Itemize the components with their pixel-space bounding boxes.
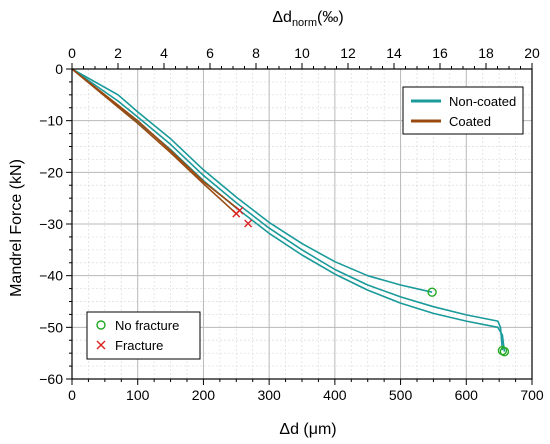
x-tick-label: 0 (68, 387, 76, 403)
top-x-tick-label: 14 (386, 45, 402, 61)
top-x-tick-label: 12 (340, 45, 356, 61)
x-tick-label: 200 (192, 387, 216, 403)
x-tick-label: 700 (520, 387, 544, 403)
x-tick-label: 100 (126, 387, 150, 403)
series-line-coated-3 (71, 68, 241, 212)
y-tick-labels: 0 −10 −20 −30 −40 −50 −60 (39, 61, 63, 387)
y-tick-label: −20 (39, 164, 63, 180)
x-tick-labels: 0 100 200 300 400 500 600 700 (68, 387, 544, 403)
y-tick-label: −50 (39, 319, 63, 335)
top-x-tick-label: 10 (294, 45, 310, 61)
y-tick-label: 0 (55, 61, 63, 77)
top-x-axis-label-main: Δd (272, 9, 292, 26)
legend-label-fracture: Fracture (115, 338, 163, 353)
no-fracture-marker (499, 346, 510, 357)
y-tick-label: −60 (39, 371, 63, 387)
top-x-tick-label: 8 (252, 45, 260, 61)
legend-fracture: No fracture Fracture (86, 311, 201, 360)
legend-series-frame (402, 86, 524, 135)
series-line-non-coated-0 (71, 68, 433, 293)
top-x-tick-label: 2 (114, 45, 122, 61)
series-layer (71, 68, 506, 352)
legend-marker-fracture (96, 340, 106, 350)
x-tick-label: 500 (389, 387, 413, 403)
legend-label-coated: Coated (449, 114, 491, 129)
legend-label-non-coated: Non-coated (449, 94, 516, 109)
top-x-tick-label: 0 (68, 45, 76, 61)
y-axis-label: Mandrel Force (kN) (8, 159, 25, 297)
fracture-marker (244, 219, 253, 228)
top-x-tick-labels: 0 2 4 6 8 10 12 14 16 18 20 (68, 45, 540, 61)
legend-label-no-fracture: No fracture (115, 318, 179, 333)
fracture-marker-stroke (244, 219, 253, 228)
y-tick-label: −40 (39, 268, 63, 284)
y-tick-label: −10 (39, 113, 63, 129)
legend-marker-no-fracture (96, 320, 106, 330)
marker-layer (232, 206, 510, 357)
top-x-axis-label-unit: (‰) (317, 9, 344, 26)
ticks-layer (66, 63, 533, 385)
x-tick-label: 400 (323, 387, 347, 403)
top-x-tick-label: 16 (432, 45, 448, 61)
series-line-non-coated-1 (71, 68, 504, 351)
x-tick-label: 600 (455, 387, 479, 403)
fracture-marker-stroke (235, 206, 244, 215)
top-x-tick-label: 18 (478, 45, 494, 61)
top-x-axis-label: Δdnorm(‰) (272, 9, 343, 29)
legend-fracture-frame (86, 311, 201, 360)
no-fracture-marker (427, 287, 437, 297)
x-tick-label: 300 (257, 387, 281, 403)
series-line-coated-4 (71, 68, 237, 215)
top-x-tick-label: 6 (206, 45, 214, 61)
top-x-tick-label: 20 (524, 45, 540, 61)
fracture-marker (235, 206, 244, 215)
y-tick-label: −30 (39, 216, 63, 232)
top-x-axis-label-sub: norm (292, 17, 317, 29)
x-axis-label: Δd (μm) (279, 421, 336, 438)
legend-series: Non-coated Coated (402, 86, 524, 135)
top-x-tick-label: 4 (160, 45, 168, 61)
